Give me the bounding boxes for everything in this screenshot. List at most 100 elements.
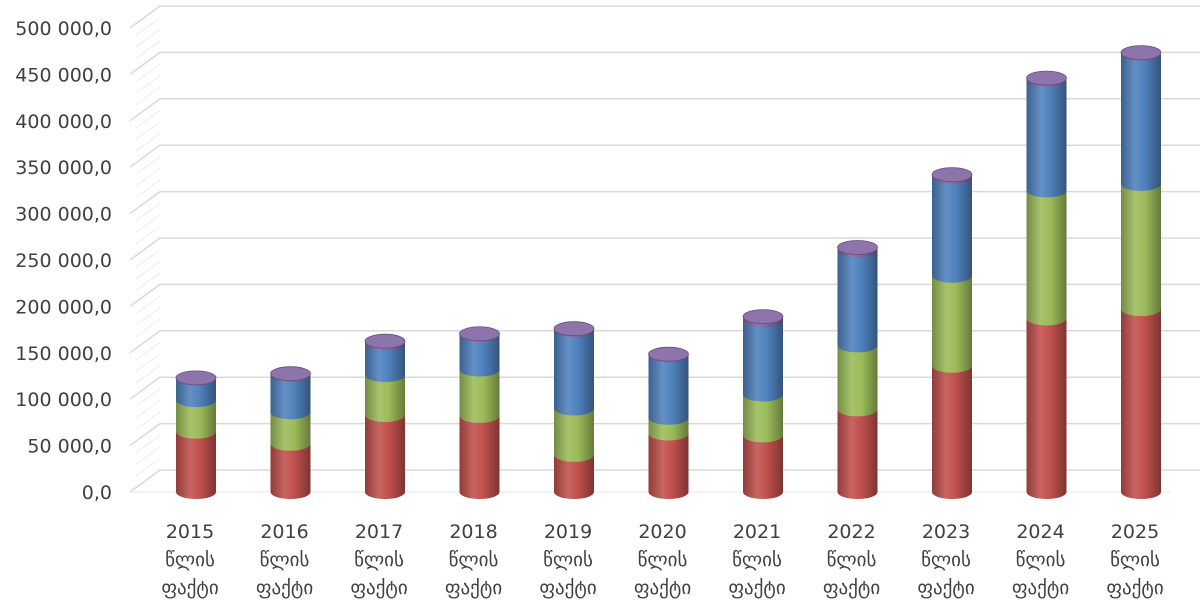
- bar-segment: [1121, 183, 1161, 317]
- bar-cap: [1026, 70, 1067, 86]
- y-axis-ticks: 0,0 50 000,0 100 000,0 150 000,0 200 000,0 25…: [15, 18, 112, 504]
- x-tick-label: წლის: [1110, 549, 1160, 571]
- minor-gridline: [135, 249, 161, 268]
- x-tick-label: ფაქტი: [256, 577, 313, 599]
- bar-cap: [931, 167, 973, 183]
- minor-gridline: [135, 28, 161, 48]
- x-tick-label: წლის: [827, 549, 877, 571]
- minor-gridline: [135, 109, 161, 129]
- gridline: [129, 5, 1200, 29]
- bar-segment: [1026, 318, 1067, 500]
- minor-gridline: [135, 40, 161, 59]
- bar-stack: [931, 167, 973, 499]
- x-tick-label: 2022: [827, 521, 875, 543]
- gridline: [129, 190, 1200, 215]
- minor-gridline: [135, 307, 161, 326]
- bar-segment: [459, 369, 500, 423]
- bar-segment: [743, 394, 783, 443]
- minor-gridline: [135, 353, 161, 373]
- x-tick-label: წლის: [543, 549, 593, 571]
- bar-stack: [742, 309, 784, 499]
- x-tick-label: წლის: [1016, 549, 1066, 571]
- x-tick-label: წლის: [260, 549, 310, 571]
- bar-segment: [176, 431, 216, 499]
- x-tick-label: 2016: [260, 521, 308, 543]
- x-tick-label: წლის: [354, 549, 404, 571]
- x-tick-label: ფაქტი: [161, 577, 218, 599]
- minor-gridline: [135, 318, 161, 338]
- bar-segment: [932, 365, 972, 499]
- x-tick-label: ფაქტი: [350, 577, 407, 599]
- y-tick-label: 50 000,0: [27, 436, 112, 458]
- gridline: [129, 144, 1200, 168]
- x-tick-label: ფაქტი: [634, 577, 691, 599]
- bar-segment: [365, 375, 405, 422]
- x-tick-label: 2017: [355, 521, 403, 543]
- bar-segment: [554, 454, 594, 499]
- bar-segment: [743, 320, 783, 402]
- minor-gridline: [135, 133, 161, 152]
- minor-gridline: [135, 214, 161, 233]
- bar-segment: [837, 250, 878, 353]
- x-tick-label: 2019: [544, 521, 592, 543]
- bar-cap: [553, 321, 595, 337]
- minor-gridline: [135, 457, 161, 477]
- bar-cap: [648, 346, 689, 362]
- bar-segment: [270, 443, 311, 500]
- bar-segment: [176, 378, 216, 408]
- x-tick-label: ფაქტი: [823, 577, 880, 599]
- x-tick-label: წლის: [638, 549, 688, 571]
- y-tick-label: 350 000,0: [15, 157, 112, 179]
- minor-gridline: [135, 86, 161, 106]
- bar-cap: [1120, 45, 1162, 60]
- bar-segment: [270, 375, 311, 420]
- bar-segment: [1026, 79, 1067, 198]
- bar-stack: [175, 370, 217, 499]
- minor-gridline: [135, 121, 161, 141]
- x-tick-label: ფაქტი: [917, 577, 974, 599]
- bar-segment: [648, 433, 689, 500]
- x-tick-label: 2023: [922, 521, 970, 543]
- bar-segment: [932, 177, 972, 283]
- minor-gridline: [135, 295, 161, 315]
- bar-stack: [553, 321, 595, 499]
- y-tick-label: 150 000,0: [15, 343, 112, 365]
- bar-segment: [1026, 190, 1067, 326]
- x-tick-label: 2025: [1111, 521, 1159, 543]
- minor-gridline: [135, 272, 161, 291]
- x-tick-label: წლის: [449, 549, 499, 571]
- y-tick-label: 400 000,0: [15, 111, 112, 133]
- minor-gridline: [135, 225, 161, 245]
- minor-gridline: [135, 75, 161, 94]
- bar-segment: [837, 345, 878, 417]
- bar-segment: [1121, 53, 1161, 191]
- minor-gridline: [135, 167, 161, 187]
- bar-stack: [1026, 70, 1067, 500]
- x-tick-label: 2021: [733, 521, 781, 543]
- bar-segment: [270, 412, 311, 451]
- bar-cap: [270, 366, 311, 382]
- minor-gridline: [135, 434, 161, 454]
- gridline: [129, 237, 1200, 261]
- gridline: [129, 51, 1200, 76]
- x-tick-label: 2015: [166, 521, 214, 543]
- bar-cap: [742, 309, 784, 325]
- minor-gridline: [135, 202, 161, 222]
- bar-stack: [459, 326, 500, 500]
- bar-segment: [365, 414, 405, 499]
- x-tick-label: 2020: [638, 521, 686, 543]
- bar-segment: [459, 335, 500, 377]
- minor-gridline: [135, 365, 161, 384]
- x-tick-label: ფაქტი: [1012, 577, 1069, 599]
- minor-gridline: [135, 63, 161, 83]
- y-tick-label: 250 000,0: [15, 250, 112, 272]
- bar-stack: [837, 240, 878, 500]
- x-axis-labels: 2015 წლის ფაქტი 2016 წლის ფაქტი 2017 წლის ფაქტი 2…: [161, 521, 1163, 599]
- bar-stack: [364, 333, 406, 499]
- bar-segment: [1121, 309, 1161, 499]
- bar-cap: [364, 333, 406, 349]
- x-tick-label: წლის: [165, 549, 215, 571]
- x-tick-label: ფაქტი: [539, 577, 596, 599]
